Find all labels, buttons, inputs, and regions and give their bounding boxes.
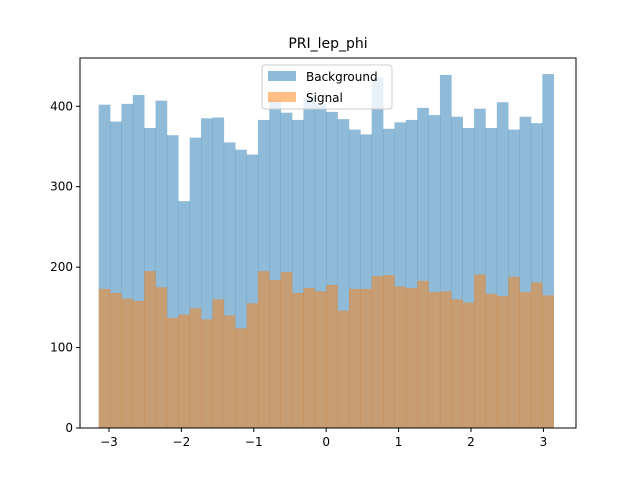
background-bar-36 — [496, 102, 509, 428]
background-bar-28 — [405, 119, 418, 428]
background-bar-39 — [530, 123, 543, 429]
background-bar-17 — [280, 112, 293, 429]
legend: Background Signal — [261, 64, 393, 110]
signal-bar-36 — [496, 296, 509, 428]
y-axis: 0 100 200 300 400 — [50, 99, 80, 435]
background-bar-9 — [189, 137, 202, 428]
background-bar-31 — [439, 74, 452, 429]
background-bar-21 — [326, 111, 338, 429]
signal-bar-32 — [451, 299, 463, 428]
x-tick-label: −1 — [245, 435, 263, 449]
background-bar-4 — [132, 95, 145, 428]
background-bar-11 — [212, 117, 225, 429]
background-bar-6 — [155, 100, 168, 428]
background-bar-25 — [371, 77, 384, 428]
background-bar-20 — [314, 103, 327, 428]
background-bar-33 — [462, 127, 475, 428]
signal-bar-20 — [314, 291, 327, 428]
background-bar-2 — [110, 121, 122, 428]
signal-bar-8 — [178, 314, 190, 428]
background-bar-38 — [519, 116, 532, 428]
legend-label-background: Background — [306, 70, 378, 84]
signal-bar-23 — [348, 288, 361, 428]
x-tick-label: −2 — [173, 435, 191, 449]
signal-bar-35 — [485, 293, 498, 428]
signal-bar-37 — [508, 276, 520, 428]
signal-bar-25 — [371, 275, 384, 428]
y-tick-label: 0 — [65, 421, 73, 435]
signal-bar-13 — [235, 328, 247, 428]
y-tick-label: 200 — [50, 260, 73, 274]
signal-bar-21 — [326, 284, 338, 428]
signal-bar-29 — [417, 280, 429, 428]
background-bar-7 — [166, 135, 179, 428]
signal-bar-7 — [166, 317, 179, 428]
x-tick-label: 1 — [395, 435, 403, 449]
signal-bar-10 — [201, 319, 213, 428]
x-tick-label: 0 — [322, 435, 330, 449]
signal-bar-5 — [144, 271, 156, 428]
signal-bar-4 — [132, 300, 145, 428]
signal-bar-19 — [303, 288, 316, 428]
signal-bar-27 — [394, 286, 407, 428]
y-tick-label: 100 — [50, 341, 73, 355]
signal-bar-9 — [189, 308, 202, 428]
background-bar-40 — [542, 74, 554, 428]
signal-bar-33 — [462, 302, 475, 428]
signal-bar-34 — [474, 274, 486, 428]
signal-bar-40 — [542, 295, 554, 428]
background-bar-35 — [485, 127, 498, 428]
y-tick-label: 400 — [50, 99, 73, 113]
chart-title: PRI_lep_phi — [288, 36, 367, 52]
signal-bar-30 — [428, 292, 441, 428]
signal-bar-6 — [155, 287, 168, 428]
signal-bar-14 — [246, 303, 259, 428]
x-tick-label: 2 — [467, 435, 475, 449]
background-bar-12 — [223, 142, 236, 428]
background-bar-34 — [474, 108, 486, 428]
legend-swatch-background — [268, 71, 296, 81]
signal-bar-17 — [280, 271, 293, 428]
signal-bar-38 — [519, 292, 532, 428]
signal-bar-16 — [269, 280, 281, 428]
plot-area-frame — [79, 57, 577, 429]
background-bar-18 — [292, 119, 304, 428]
signal-bar-12 — [223, 315, 236, 428]
signal-bar-2 — [110, 292, 122, 428]
background-bar-27 — [394, 122, 407, 428]
background-bar-10 — [201, 118, 213, 429]
signal-bar-15 — [257, 271, 270, 428]
signal-bar-28 — [405, 288, 418, 428]
x-axis: −3 −2 −1 0 1 2 3 — [100, 428, 547, 449]
background-bar-16 — [269, 99, 281, 429]
x-tick-label: 3 — [540, 435, 548, 449]
legend-label-signal: Signal — [306, 91, 343, 105]
signal-bar-18 — [292, 292, 304, 428]
background-bar-3 — [121, 103, 134, 428]
signal-bar-3 — [121, 298, 134, 428]
signal-bar-39 — [530, 282, 543, 428]
background-bar-24 — [360, 134, 372, 429]
background-bar-22 — [337, 119, 350, 428]
background-bar-23 — [348, 129, 361, 428]
signal-bar-31 — [439, 291, 452, 428]
legend-swatch-signal — [268, 92, 296, 102]
background-bar-1 — [98, 104, 111, 429]
background-bar-29 — [417, 107, 429, 428]
background-bar-14 — [246, 154, 259, 429]
signal-bar-1 — [98, 288, 111, 428]
background-bar-30 — [428, 115, 441, 428]
background-bar-13 — [235, 149, 247, 428]
signal-series-bars — [98, 271, 554, 428]
x-tick-label: −3 — [100, 435, 118, 449]
background-bar-32 — [451, 116, 463, 428]
y-tick-label: 300 — [50, 180, 73, 194]
background-bar-19 — [303, 97, 316, 429]
signal-bar-11 — [212, 299, 225, 428]
signal-bar-22 — [337, 310, 350, 428]
signal-bar-24 — [360, 288, 372, 428]
signal-bar-26 — [383, 275, 395, 428]
